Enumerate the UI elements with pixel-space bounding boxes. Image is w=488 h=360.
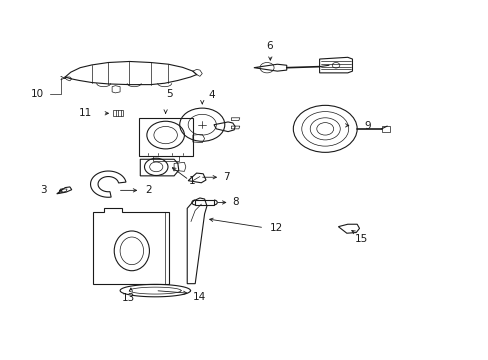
Text: 12: 12 — [269, 224, 283, 233]
Text: 7: 7 — [223, 172, 229, 182]
Text: 11: 11 — [79, 108, 92, 118]
Text: 3: 3 — [40, 185, 47, 195]
Text: 2: 2 — [145, 185, 152, 195]
Text: 10: 10 — [30, 89, 43, 99]
Text: 5: 5 — [166, 89, 172, 99]
Text: 6: 6 — [266, 41, 273, 51]
Text: 4: 4 — [208, 90, 215, 100]
Text: 9: 9 — [364, 121, 370, 131]
Text: 15: 15 — [354, 234, 368, 244]
Text: 1: 1 — [188, 176, 195, 186]
Text: 14: 14 — [193, 292, 206, 302]
Text: 13: 13 — [121, 293, 134, 303]
Text: 8: 8 — [231, 198, 238, 207]
